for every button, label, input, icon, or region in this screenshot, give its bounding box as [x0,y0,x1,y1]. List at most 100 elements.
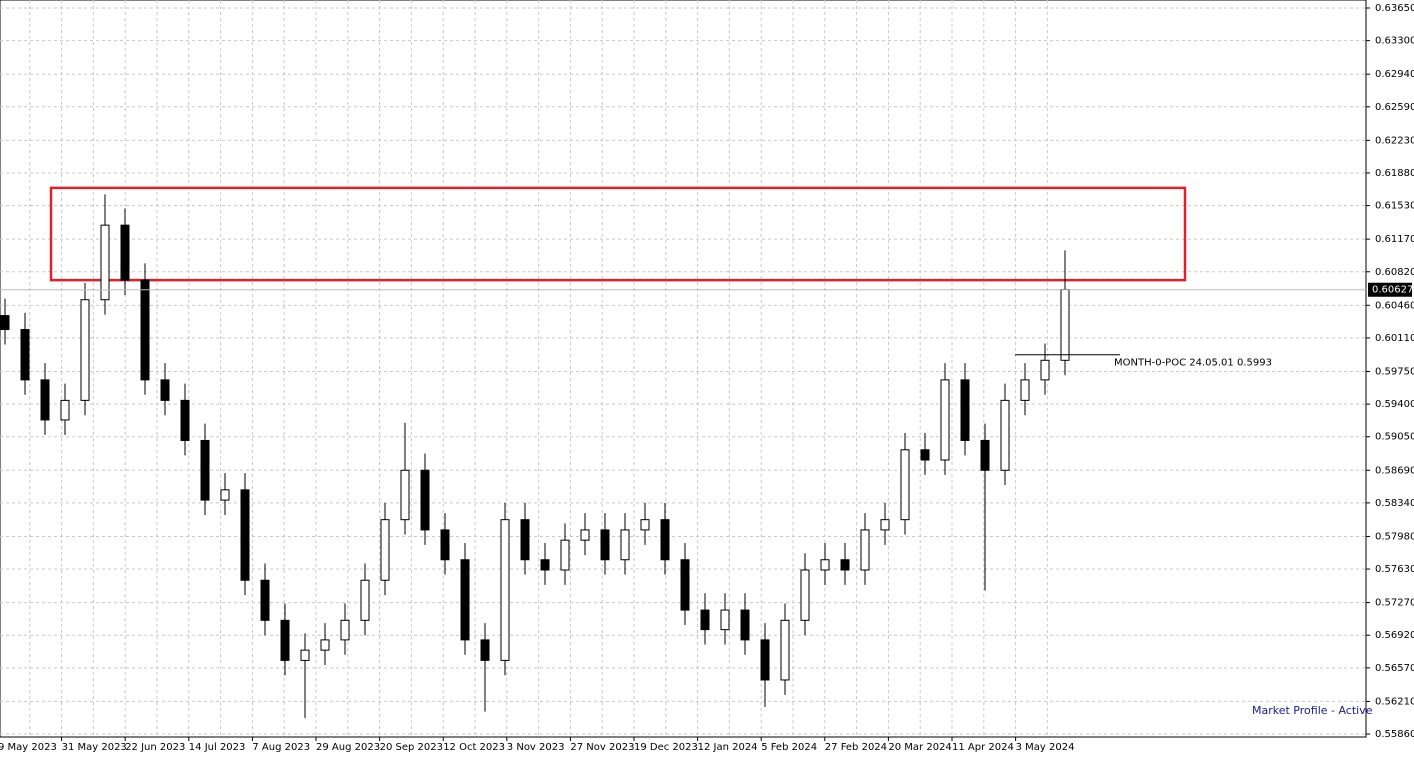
candle-body [1040,359,1050,381]
candle-body [780,619,790,681]
plot-area [0,0,1367,738]
x-tick-label: 3 May 2024 [1016,742,1075,753]
x-tick-label: 11 Apr 2024 [952,742,1014,753]
y-tick-label: 0.59050 [1375,432,1414,443]
candle-body [560,539,570,571]
y-tick-label: 0.59400 [1375,399,1414,410]
candle-body [80,299,90,401]
candle-body [280,619,290,661]
y-tick-label: 0.61170 [1375,234,1414,245]
candle-body [660,519,670,561]
candle-body [820,559,830,571]
x-tick-label: 19 Dec 2023 [634,742,698,753]
current-price-label: 0.60627 [1372,285,1413,296]
candle-body [700,609,710,631]
y-tick-label: 0.58340 [1375,498,1414,509]
candle-body [520,519,530,561]
candle-body [40,379,50,421]
candle-body [440,529,450,561]
candle-body [980,439,990,471]
x-tick-label: 20 Mar 2024 [888,742,951,753]
candle-body [0,315,10,331]
y-tick-label: 0.55860 [1375,729,1414,740]
candle-body [540,559,550,571]
candle-body [600,529,610,561]
candle-body [420,469,430,531]
y-tick-label: 0.62590 [1375,102,1414,113]
x-tick-label: 27 Nov 2023 [570,742,634,753]
y-tick-label: 0.62230 [1375,135,1414,146]
candle-body [380,519,390,581]
y-tick-label: 0.56570 [1375,663,1414,674]
candle-body [900,449,910,521]
candle-body [180,399,190,441]
candle-body [800,569,810,621]
y-tick-label: 0.61880 [1375,168,1414,179]
candle-body [20,329,30,381]
candle-body [120,224,130,281]
candle-body [1020,379,1030,401]
candle-body [840,559,850,571]
candle-body [300,649,310,661]
y-tick-label: 0.61530 [1375,201,1414,212]
indicator-status: Market Profile - Active [1252,704,1373,717]
x-tick-label: 22 Jun 2023 [125,742,185,753]
y-tick-label: 0.57270 [1375,598,1414,609]
candle-body [100,224,110,301]
candle-body [480,639,490,661]
candle-body [880,519,890,531]
candle-body [1000,399,1010,471]
candle-body [160,379,170,401]
y-tick-label: 0.63650 [1375,3,1414,14]
x-tick-label: 9 May 2023 [0,742,57,753]
candle-body [260,579,270,621]
candle-body [240,489,250,581]
y-tick-label: 0.58690 [1375,465,1414,476]
y-tick-label: 0.60820 [1375,267,1414,278]
y-tick-label: 0.62940 [1375,69,1414,80]
x-tick-label: 3 Nov 2023 [507,742,565,753]
candle-body [200,439,210,501]
candle-body [940,379,950,461]
candle-body [140,279,150,381]
current-price-box [1368,282,1412,297]
highlight-zone [49,186,1187,282]
x-tick-label: 5 Feb 2024 [761,742,817,753]
y-tick-label: 0.63300 [1375,36,1414,47]
candle-body [740,609,750,641]
y-tick-label: 0.56210 [1375,696,1414,707]
y-tick-label: 0.59750 [1375,366,1414,377]
candle-body [720,609,730,631]
candle-body [860,529,870,571]
x-tick-label: 12 Oct 2023 [443,742,505,753]
candle-body [60,399,70,421]
x-tick-label: 12 Jan 2024 [698,742,758,753]
candle-body [220,489,230,501]
x-tick-label: 20 Sep 2023 [380,742,443,753]
x-tick-label: 31 May 2023 [62,742,127,753]
y-tick-label: 0.56920 [1375,630,1414,641]
poc-label: MONTH-0-POC 24.05.01 0.5993 [1114,358,1272,369]
x-tick-label: 27 Feb 2024 [825,742,887,753]
candle-body [620,529,630,561]
x-tick-label: 7 Aug 2023 [252,742,310,753]
candle-body [580,529,590,541]
y-tick-label: 0.57980 [1375,531,1414,542]
candle-body [920,449,930,461]
y-tick-label: 0.57630 [1375,564,1414,575]
candle-body [320,639,330,651]
y-tick-label: 0.60460 [1375,300,1414,311]
candle-body [460,559,470,641]
candle-body [680,559,690,611]
candle-body [760,639,770,681]
x-tick-label: 14 Jul 2023 [189,742,246,753]
candle-body [500,519,510,661]
candle-body [1060,288,1070,361]
candle-body [960,379,970,441]
candle-body [400,469,410,521]
candle-body [340,619,350,641]
candle-body [360,579,370,621]
y-tick-label: 0.60110 [1375,333,1414,344]
